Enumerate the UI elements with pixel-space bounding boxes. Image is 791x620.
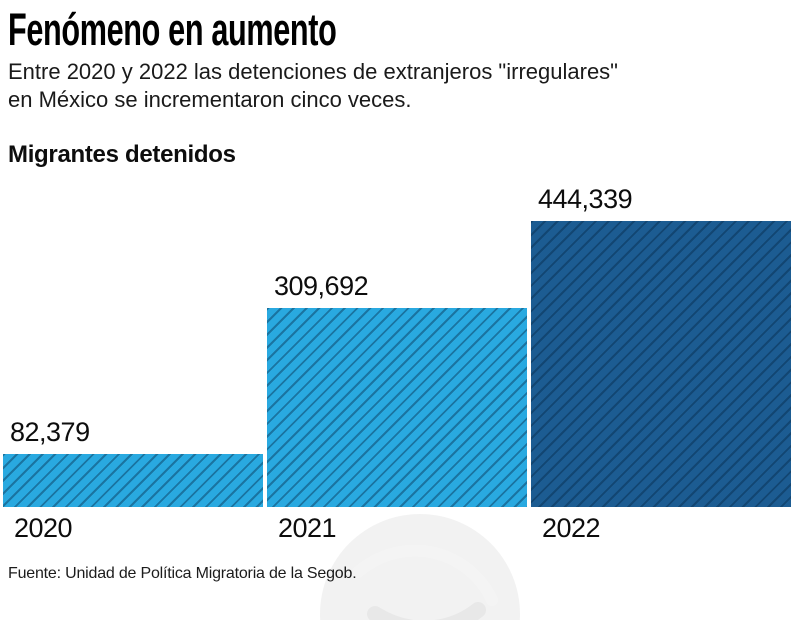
source-note: Fuente: Unidad de Política Migratoria de… <box>8 565 357 582</box>
axis-label-2021: 2021 <box>278 513 337 543</box>
page-title: Fenómeno en aumento <box>8 4 491 56</box>
value-label-2022: 444,339 <box>538 184 633 214</box>
subtitle-line-2: en México se incrementaron cinco veces. <box>8 87 412 112</box>
bar-chart: 82,379 2020 309,692 2021 444,339 2022 <box>0 184 791 620</box>
value-label-2020: 82,379 <box>10 417 90 447</box>
chart-title: Migrantes detenidos <box>8 141 236 168</box>
page-title-text: Fenómeno en aumento <box>8 4 337 55</box>
subtitle-line-1: Entre 2020 y 2022 las detenciones de ext… <box>8 59 618 84</box>
value-label-2021: 309,692 <box>274 271 369 301</box>
axis-label-2022: 2022 <box>542 513 601 543</box>
bar-2022 <box>531 221 791 507</box>
subtitle: Entre 2020 y 2022 las detenciones de ext… <box>8 58 618 114</box>
axis-label-2020: 2020 <box>14 513 73 543</box>
bar-2020 <box>3 454 263 507</box>
bar-group-2021: 309,692 2021 <box>267 221 527 543</box>
bar-group-2020: 82,379 2020 <box>3 221 263 543</box>
bar-group-2022: 444,339 2022 <box>531 184 791 543</box>
bar-2021 <box>267 308 527 507</box>
